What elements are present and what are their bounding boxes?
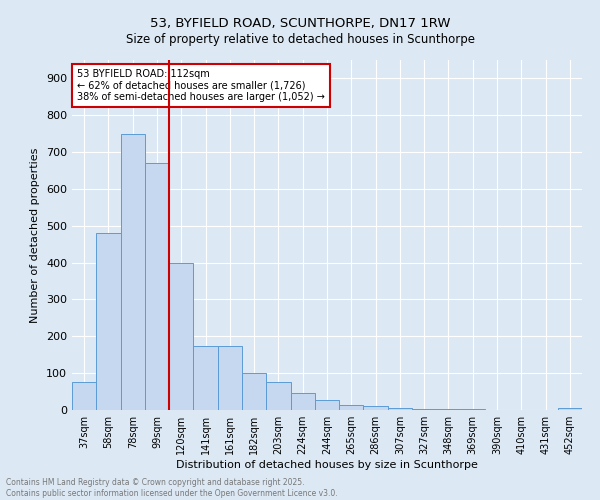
Text: Contains HM Land Registry data © Crown copyright and database right 2025.
Contai: Contains HM Land Registry data © Crown c… <box>6 478 338 498</box>
Bar <box>558 408 582 410</box>
Bar <box>145 163 169 410</box>
Bar <box>412 409 436 410</box>
Text: 53 BYFIELD ROAD: 112sqm
← 62% of detached houses are smaller (1,726)
38% of semi: 53 BYFIELD ROAD: 112sqm ← 62% of detache… <box>77 69 325 102</box>
Text: 53, BYFIELD ROAD, SCUNTHORPE, DN17 1RW: 53, BYFIELD ROAD, SCUNTHORPE, DN17 1RW <box>150 18 450 30</box>
Text: Size of property relative to detached houses in Scunthorpe: Size of property relative to detached ho… <box>125 32 475 46</box>
Bar <box>290 394 315 410</box>
Bar <box>218 346 242 410</box>
Bar <box>169 262 193 410</box>
X-axis label: Distribution of detached houses by size in Scunthorpe: Distribution of detached houses by size … <box>176 460 478 470</box>
Bar <box>72 382 96 410</box>
Y-axis label: Number of detached properties: Number of detached properties <box>31 148 40 322</box>
Bar <box>242 373 266 410</box>
Bar <box>315 400 339 410</box>
Bar <box>388 408 412 410</box>
Bar <box>364 406 388 410</box>
Bar <box>121 134 145 410</box>
Bar <box>193 346 218 410</box>
Bar <box>339 405 364 410</box>
Bar <box>266 382 290 410</box>
Bar <box>96 233 121 410</box>
